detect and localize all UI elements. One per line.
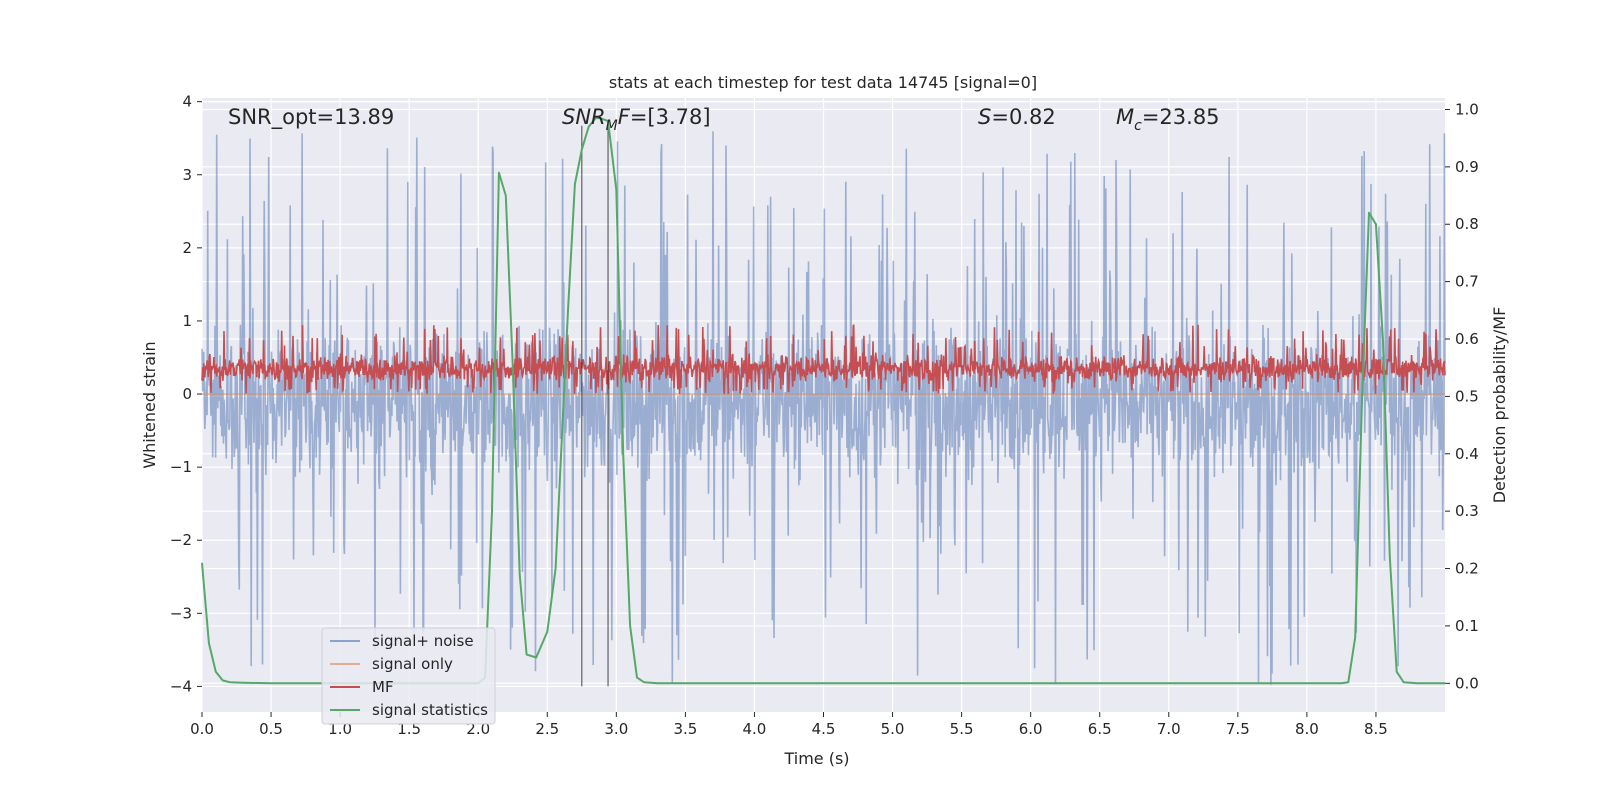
x-tick-label: 7.5	[1226, 720, 1250, 738]
mc-symbol: M	[1116, 105, 1134, 129]
x-tick-label: 6.5	[1088, 720, 1112, 738]
s-symbol: S	[978, 105, 991, 129]
y2-tick-label: 0.5	[1455, 387, 1479, 405]
x-tick-label: 5.0	[881, 720, 905, 738]
y-tick-label: 3	[182, 166, 192, 184]
x-tick-label: 2.5	[535, 720, 559, 738]
series-mf-line	[201, 324, 1446, 395]
x-tick-label: 8.0	[1295, 720, 1319, 738]
y2-tick-label: 0.7	[1455, 273, 1479, 291]
annotation-s: S=0.82	[978, 105, 1056, 129]
annotation-snr-opt: SNR_opt=13.89	[228, 105, 394, 130]
x-tick-label: 0.0	[190, 720, 214, 738]
y2-tick-label: 0.1	[1455, 617, 1479, 635]
data-layer	[201, 131, 1446, 685]
snr-mf-tail: F	[618, 105, 631, 129]
axes: 0.0 0.5 1.0 1.5 2.0 2.5 3.0 3.5 4.0 4.5 5.0 5.5 6.0 6…	[170, 93, 1479, 738]
y-tick-label: 2	[182, 239, 192, 257]
y2-tick-label: 0.0	[1455, 674, 1479, 692]
y2-axis-label: Detection probability/MF	[1490, 307, 1509, 504]
y-tick-label: −3	[170, 604, 192, 622]
y2-tick-label: 0.9	[1455, 158, 1479, 176]
annotation-mc: Mc=23.85	[1116, 105, 1220, 134]
y2-tick-label: 0.2	[1455, 560, 1479, 578]
mc-value: =23.85	[1142, 105, 1220, 129]
y-tick-label: 4	[182, 93, 192, 111]
y-tick-label: 1	[182, 312, 192, 330]
y-tick-label: −2	[170, 531, 192, 549]
legend-box	[321, 627, 496, 725]
s-value: =0.82	[991, 105, 1055, 129]
y2-tick-label: 1.0	[1455, 100, 1479, 118]
y-axis-label: Whitened strain	[140, 341, 159, 468]
legend-label-signal-only: signal only	[372, 655, 453, 673]
x-tick-label: 3.5	[673, 720, 697, 738]
y2-tick-label: 0.6	[1455, 330, 1479, 348]
legend-label-mf: MF	[372, 678, 394, 696]
x-tick-label: 4.5	[812, 720, 836, 738]
snr-mf-value: =[3.78]	[630, 105, 711, 129]
x-tick-label: 6.0	[1019, 720, 1043, 738]
chart-title: stats at each timestep for test data 147…	[609, 73, 1037, 92]
x-axis-label: Time (s)	[783, 749, 849, 768]
mc-sub: c	[1134, 118, 1142, 134]
x-tick-label: 7.0	[1157, 720, 1181, 738]
legend-label-signal-statistics: signal statistics	[372, 701, 488, 719]
y2-tick-label: 0.3	[1455, 502, 1479, 520]
snr-mf-main: SNR	[562, 105, 606, 129]
x-tick-label: 3.0	[604, 720, 628, 738]
legend: signal+ noise signal only MF signal stat…	[321, 627, 496, 725]
legend-label-signal-noise: signal+ noise	[372, 632, 474, 650]
snr-mf-sub: M	[606, 118, 618, 134]
y-tick-label: −4	[170, 677, 192, 695]
y2-tick-label: 0.4	[1455, 445, 1479, 463]
vertical-markers	[581, 125, 609, 687]
y2-tick-label: 0.8	[1455, 215, 1479, 233]
x-tick-label: 0.5	[259, 720, 283, 738]
x-tick-label: 8.5	[1364, 720, 1388, 738]
annotation-snr-mf: SNRMF=[3.78]	[562, 105, 711, 134]
y-tick-label: 0	[182, 385, 192, 403]
x-tick-label: 4.0	[743, 720, 767, 738]
y-tick-label: −1	[170, 458, 192, 476]
x-tick-label: 5.5	[950, 720, 974, 738]
